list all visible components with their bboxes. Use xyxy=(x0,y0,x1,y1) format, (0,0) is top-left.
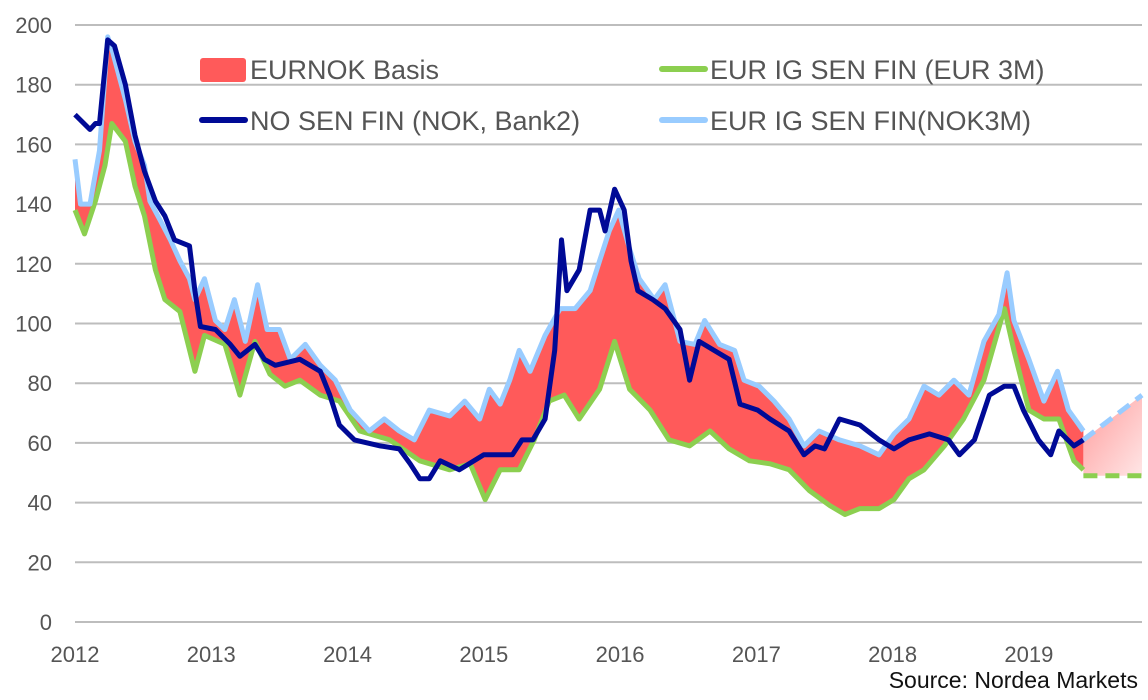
series-line-eur-ig-eur3m xyxy=(72,121,1086,517)
eurnok-basis-forecast-area xyxy=(1083,395,1142,476)
x-tick-label: 2014 xyxy=(323,642,372,667)
y-tick-label: 20 xyxy=(28,550,52,575)
legend: EURNOK Basis NO SEN FIN (NOK, Bank2) EUR… xyxy=(199,55,1045,136)
legend-swatch-eurnok-basis xyxy=(200,58,246,82)
series-line-eur-ig-nok3m xyxy=(72,34,1086,458)
y-tick-label: 140 xyxy=(15,192,52,217)
x-tick-label: 2016 xyxy=(596,642,645,667)
y-tick-label: 0 xyxy=(40,610,52,635)
y-tick-label: 100 xyxy=(15,312,52,337)
x-tick-label: 2013 xyxy=(187,642,236,667)
y-axis: 0 20 40 60 80 100 120 140 160 180 200 xyxy=(15,13,52,635)
legend-label-eur-ig-eur3m: EUR IG SEN FIN (EUR 3M) xyxy=(710,55,1045,85)
y-tick-label: 80 xyxy=(28,371,52,396)
legend-label-eurnok-basis: EURNOK Basis xyxy=(250,55,439,85)
y-tick-label: 200 xyxy=(15,13,52,38)
y-tick-label: 40 xyxy=(28,491,52,516)
y-tick-label: 180 xyxy=(15,73,52,98)
legend-label-no-sen-fin: NO SEN FIN (NOK, Bank2) xyxy=(250,106,580,136)
y-tick-label: 60 xyxy=(28,431,52,456)
x-tick-label: 2018 xyxy=(868,642,917,667)
x-tick-label: 2015 xyxy=(459,642,508,667)
y-tick-label: 160 xyxy=(15,132,52,157)
legend-label-eur-ig-nok3m: EUR IG SEN FIN(NOK3M) xyxy=(710,106,1031,136)
source-note: Source: Nordea Markets xyxy=(889,667,1138,693)
x-axis: 2012 2013 2014 2015 2016 2017 2018 2019 xyxy=(51,642,1054,667)
x-tick-label: 2019 xyxy=(1004,642,1053,667)
x-tick-label: 2012 xyxy=(51,642,100,667)
y-tick-label: 120 xyxy=(15,252,52,277)
x-tick-label: 2017 xyxy=(732,642,781,667)
plot-area xyxy=(72,34,1144,517)
series-line-no-sen-fin xyxy=(73,37,1085,482)
forecast-line-eur-ig-nok3m xyxy=(1081,393,1144,442)
